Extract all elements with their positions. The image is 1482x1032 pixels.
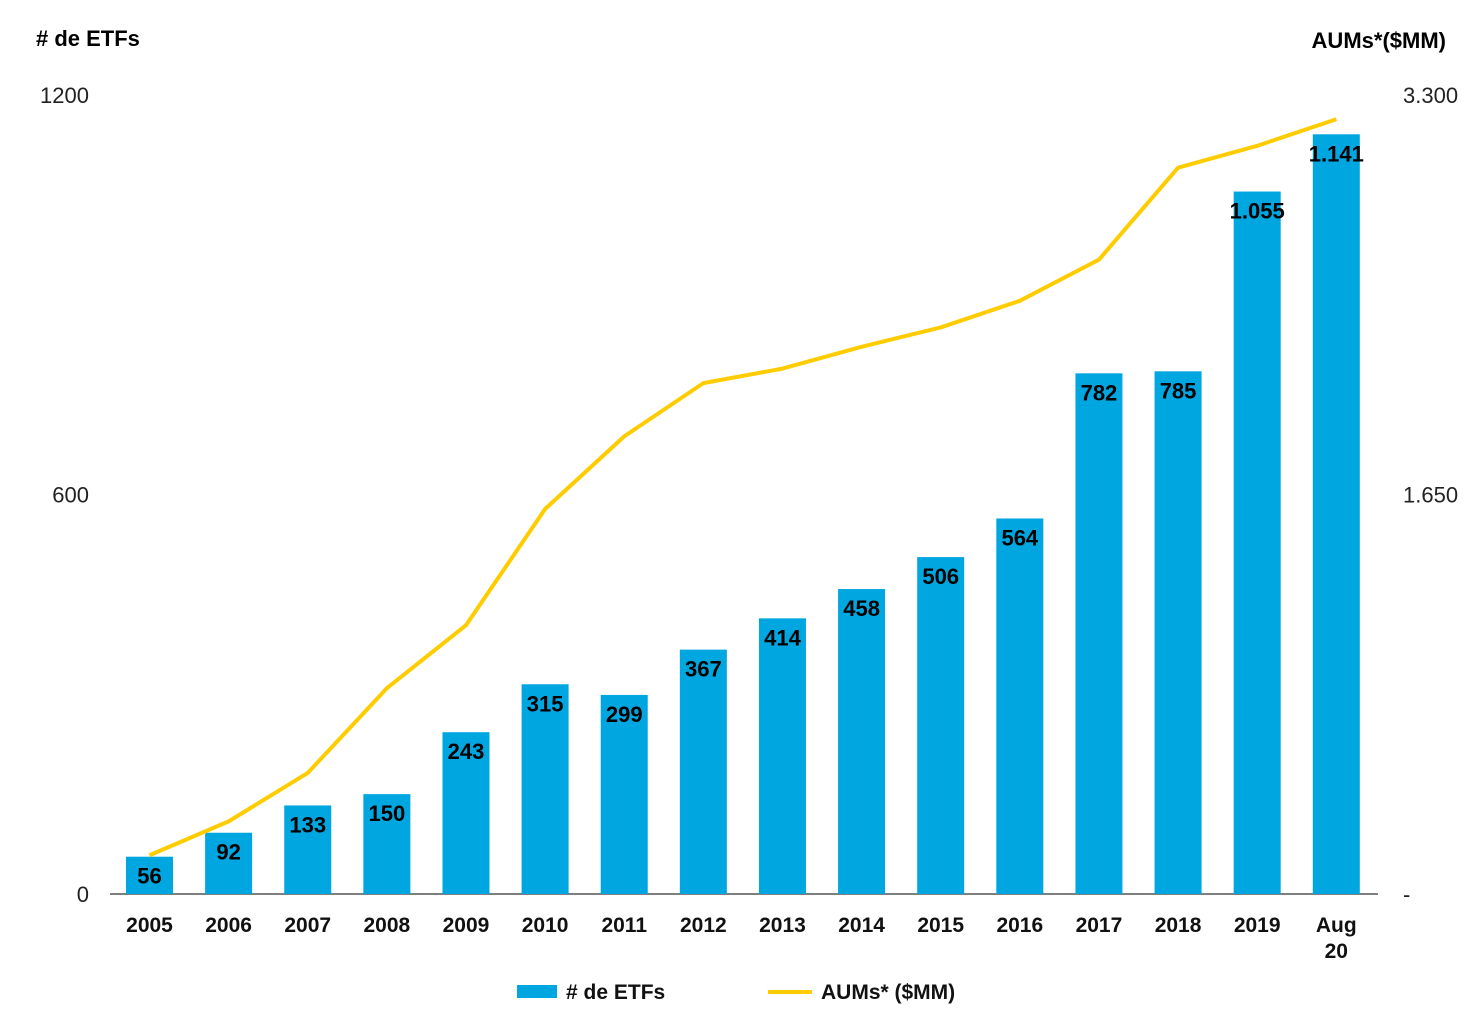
x-tick-label: 2012: [680, 914, 727, 937]
aum-line: [148, 117, 1337, 858]
bar-data-label: 243: [448, 739, 485, 764]
x-tick-label: 2009: [443, 914, 490, 937]
bar-data-label: 458: [843, 596, 880, 621]
legend-bar-swatch: [517, 985, 557, 998]
right-tick-label: -: [1403, 882, 1410, 907]
bar: [758, 618, 806, 894]
x-tick-label: 2014: [838, 914, 885, 937]
bar: [917, 557, 965, 894]
bar: [521, 684, 569, 894]
bar-data-label: 782: [1081, 380, 1118, 405]
x-tick-label: 2010: [522, 914, 569, 937]
left-axis-title: # de ETFs: [36, 26, 140, 51]
bar: [1312, 134, 1360, 894]
x-tick-label: 2018: [1155, 914, 1202, 937]
x-tick-label: 2016: [996, 914, 1043, 937]
bar-data-label: 92: [216, 840, 240, 865]
bar-data-label: 1.141: [1309, 141, 1364, 166]
left-tick-label: 600: [52, 483, 89, 508]
bar: [1075, 373, 1123, 894]
bar: [1233, 191, 1281, 894]
bar-data-label: 785: [1160, 378, 1197, 403]
x-tick-label: 2007: [284, 914, 331, 937]
bar-data-label: 56: [137, 864, 161, 889]
bar: [363, 794, 411, 894]
bar-data-label: 315: [527, 691, 564, 716]
right-tick-label: 3.300: [1403, 83, 1458, 108]
right-tick-label: 1.650: [1403, 483, 1458, 508]
x-tick-label: 2015: [917, 914, 964, 937]
bar: [679, 649, 727, 894]
bar-data-label: 506: [922, 564, 959, 589]
x-tick-label: 2006: [205, 914, 252, 937]
x-tick-label: 2019: [1234, 914, 1281, 937]
bar-data-label: 414: [764, 625, 801, 650]
bar: [1154, 371, 1202, 895]
bar-data-label: 299: [606, 702, 643, 727]
x-tick-label: 2005: [126, 914, 173, 937]
x-tick-label: 2011: [601, 914, 647, 937]
bar: [600, 694, 648, 894]
bar-data-label: 564: [1001, 525, 1038, 550]
legend: # de ETFs AUMs* ($MM): [517, 981, 955, 1004]
legend-bar-label: # de ETFs: [566, 981, 665, 1004]
bar: [838, 589, 886, 894]
bar: [205, 832, 253, 894]
right-axis-title: AUMs*($MM): [1312, 28, 1446, 53]
bar: [284, 805, 332, 894]
x-tick-label: 2017: [1076, 914, 1123, 937]
bar: [126, 856, 173, 894]
bar-data-label: 367: [685, 657, 722, 682]
bar-data-label: 150: [369, 801, 406, 826]
x-tick-label: 2013: [759, 914, 806, 937]
x-tick-label: 2008: [364, 914, 411, 937]
legend-line-label: AUMs* ($MM): [821, 981, 955, 1004]
left-tick-label: 0: [77, 882, 89, 907]
bar-data-label: 133: [289, 812, 326, 837]
left-tick-label: 1200: [40, 83, 89, 108]
bar: [442, 732, 490, 894]
x-tick-label: Aug 20: [1316, 914, 1357, 963]
bar-data-label: 1.055: [1230, 199, 1285, 224]
bar: [996, 518, 1044, 894]
